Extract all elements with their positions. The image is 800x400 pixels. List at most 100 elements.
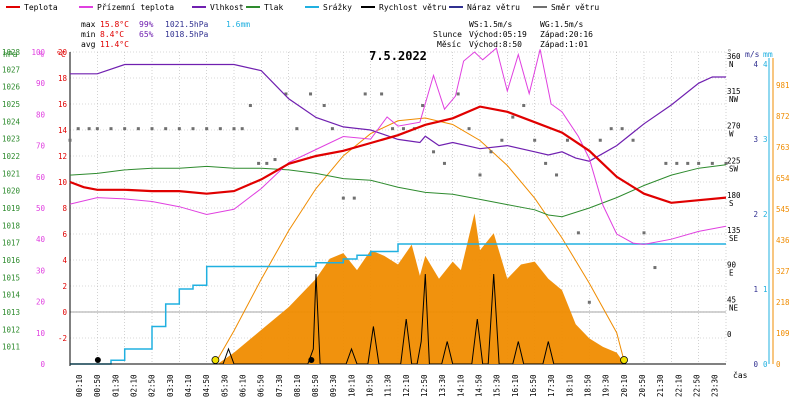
- wind-direction-marker: [191, 127, 195, 131]
- temp-tick-label: 16: [58, 100, 68, 109]
- stats-temp: 8.4°C: [100, 30, 124, 39]
- wind-direction-marker: [87, 127, 91, 131]
- ms-tick-label: 4: [753, 60, 758, 69]
- hpa-tick-label: 1020: [2, 187, 21, 196]
- compass-label: SE: [729, 234, 739, 243]
- wind-direction-marker: [620, 127, 624, 131]
- time-tick-label: 07:30: [275, 374, 284, 397]
- compass-label: NW: [729, 95, 739, 104]
- temp-tick-label: 2: [62, 282, 67, 291]
- time-tick-label: 18:10: [565, 374, 574, 397]
- wind-direction-marker: [177, 127, 181, 131]
- time-tick-label: 23:30: [711, 374, 720, 397]
- hpa-tick-label: 1018: [2, 221, 21, 230]
- theoretical-radiation-line: [214, 117, 626, 365]
- humidity-tick-label: 100: [31, 48, 45, 57]
- wind-direction-marker: [710, 161, 714, 165]
- humidity-tick-label: 10: [36, 329, 46, 338]
- hpa-tick-label: 1028: [2, 48, 21, 57]
- hpa-tick-label: 1024: [2, 117, 21, 126]
- wind-direction-marker: [576, 231, 580, 235]
- humidity-tick-label: 90: [36, 79, 46, 88]
- hpa-tick-label: 1015: [2, 273, 20, 282]
- time-tick-label: 09:30: [329, 374, 338, 397]
- humidity-tick-label: 60: [36, 173, 46, 182]
- wind-direction-marker: [642, 231, 646, 235]
- radiation-tick-label: 436: [776, 236, 790, 245]
- stats-temp: 11.4°C: [100, 40, 129, 49]
- time-tick-label: 06:10: [238, 374, 247, 397]
- mm-axis-title: mm: [763, 50, 773, 59]
- wind-direction-marker: [533, 138, 537, 142]
- wind-direction-marker: [284, 92, 288, 96]
- wind-gust-now: WG:1.5m/s: [540, 20, 584, 29]
- time-tick-label: 02:10: [130, 374, 139, 397]
- time-tick-label: 08:50: [311, 374, 320, 397]
- legend: Teplota Přízemní teplota Vlhkost Tlak Srážky…: [6, 3, 599, 12]
- legend-label: Směr větru: [551, 3, 599, 12]
- time-tick-label: 04:10: [184, 374, 193, 397]
- ms-tick-label: 2: [753, 210, 758, 219]
- solar-radiation-area: [70, 213, 726, 364]
- hpa-tick-label: 1014: [2, 291, 21, 300]
- wind-direction-marker: [511, 115, 515, 119]
- time-tick-label: 21:30: [656, 374, 665, 397]
- sunset-marker: [620, 356, 628, 364]
- legend-item: Teplota: [6, 3, 58, 12]
- sunrise-marker: [211, 356, 220, 364]
- moonset-time: Západ:1:01: [540, 40, 588, 49]
- legend-item: Směr větru: [533, 3, 599, 12]
- compass-label: NE: [729, 303, 739, 312]
- radiation-tick-label: 872: [776, 112, 790, 121]
- dir-tick-label: 0: [727, 330, 732, 339]
- wind-direction-marker: [380, 92, 384, 96]
- wind-direction-marker: [150, 127, 154, 131]
- hpa-tick-label: 1026: [2, 83, 21, 92]
- temp-axis-title: °C: [56, 50, 66, 59]
- wind-direction-marker: [522, 104, 526, 108]
- hpa-axis-title: hPa: [3, 50, 18, 59]
- ms-tick-label: 0: [753, 360, 758, 369]
- hpa-tick-label: 1011: [2, 343, 20, 352]
- moonrise-marker: [308, 357, 315, 363]
- temperature-line: [69, 105, 727, 204]
- wind-speed-now: WS:1.5m/s: [469, 20, 513, 29]
- compass-label: W: [729, 130, 734, 139]
- time-tick-label: 05:30: [220, 374, 229, 397]
- wind-direction-marker: [432, 150, 436, 154]
- wind-direction-marker: [697, 161, 701, 165]
- stats-temp: 15.8°C: [100, 20, 129, 29]
- dir-tick-label: 90: [727, 261, 737, 270]
- wind-speed-line: [70, 273, 726, 365]
- ms-axis-title: m/s: [745, 50, 760, 59]
- radiation-tick-label: 218: [776, 298, 790, 307]
- time-tick-label: 00:10: [75, 374, 84, 397]
- wind-direction-marker: [489, 150, 493, 154]
- legend-label: Vlhkost: [210, 3, 244, 12]
- legend-label: Náraz větru: [467, 3, 520, 12]
- wind-direction-marker: [164, 127, 168, 131]
- time-tick-label: 16:50: [529, 374, 538, 397]
- radiation-tick-label: 327: [776, 267, 790, 276]
- temp-tick-label: 4: [62, 256, 67, 265]
- legend-item: Srážky: [305, 3, 352, 12]
- wind-direction-marker: [565, 138, 569, 142]
- temp-tick-label: 18: [58, 74, 68, 83]
- wind-direction-marker: [653, 266, 657, 270]
- temp-tick-label: 14: [58, 126, 68, 135]
- humidity-tick-label: 80: [36, 110, 46, 119]
- time-tick-label: 13:30: [438, 374, 447, 397]
- dir-axis-title: °: [727, 48, 732, 57]
- wind-direction-marker: [500, 138, 504, 142]
- legend-label: Rychlost větru: [379, 3, 447, 12]
- wind-direction-marker: [232, 127, 236, 131]
- temp-tick-label: 0: [62, 308, 67, 317]
- temp-tick-label: 8: [62, 204, 67, 213]
- dir-tick-label: 270: [727, 122, 741, 131]
- stats-pressure: 1018.5hPa: [165, 30, 209, 39]
- humidity-axis-title: %: [39, 50, 44, 59]
- dir-tick-label: 45: [727, 295, 736, 304]
- compass-label: E: [729, 269, 734, 278]
- sun-label: Slunce: [433, 30, 462, 39]
- time-tick-label: 20:50: [638, 374, 647, 397]
